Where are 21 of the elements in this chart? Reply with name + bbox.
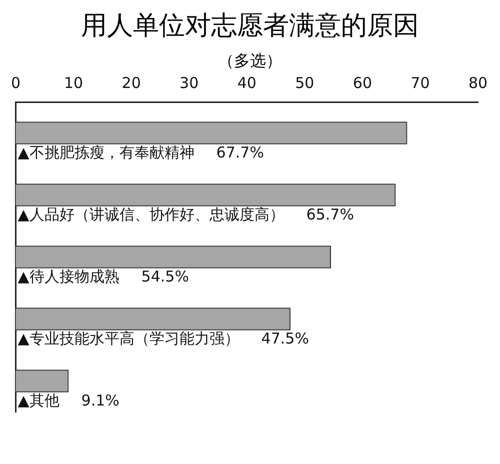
data-label: 47.5% bbox=[261, 329, 309, 348]
y-tick-label: ▲不挑肥拣瘦，有奉献精神 bbox=[18, 143, 194, 162]
chart-subtitle: （多选） bbox=[217, 51, 283, 72]
x-tick-label: 40 bbox=[237, 74, 256, 92]
x-tick-label: 10 bbox=[64, 74, 84, 92]
x-tick-label: 60 bbox=[352, 74, 372, 92]
data-label: 9.1% bbox=[81, 391, 120, 410]
y-tick-label: ▲待人接物成熟 bbox=[18, 267, 120, 286]
x-tick-label: 30 bbox=[180, 74, 199, 92]
y-tick-label: ▲专业技能水平高（学习能力强） bbox=[18, 329, 240, 348]
chart-title: 用人单位对志愿者满意的原因 bbox=[80, 10, 420, 43]
x-tick-label: 0 bbox=[11, 74, 21, 92]
data-label: 67.7% bbox=[216, 143, 264, 162]
x-tick-label: 70 bbox=[410, 74, 430, 92]
y-tick-label: ▲其他 bbox=[18, 391, 60, 410]
x-tick-label: 20 bbox=[122, 74, 141, 92]
x-tick-label: 80 bbox=[468, 74, 488, 92]
y-tick-label: ▲人品好（讲诚信、协作好、忠诚度高） bbox=[18, 205, 284, 224]
data-label: 54.5% bbox=[141, 267, 189, 286]
data-label: 65.7% bbox=[306, 205, 354, 224]
x-tick-label: 50 bbox=[295, 74, 314, 92]
